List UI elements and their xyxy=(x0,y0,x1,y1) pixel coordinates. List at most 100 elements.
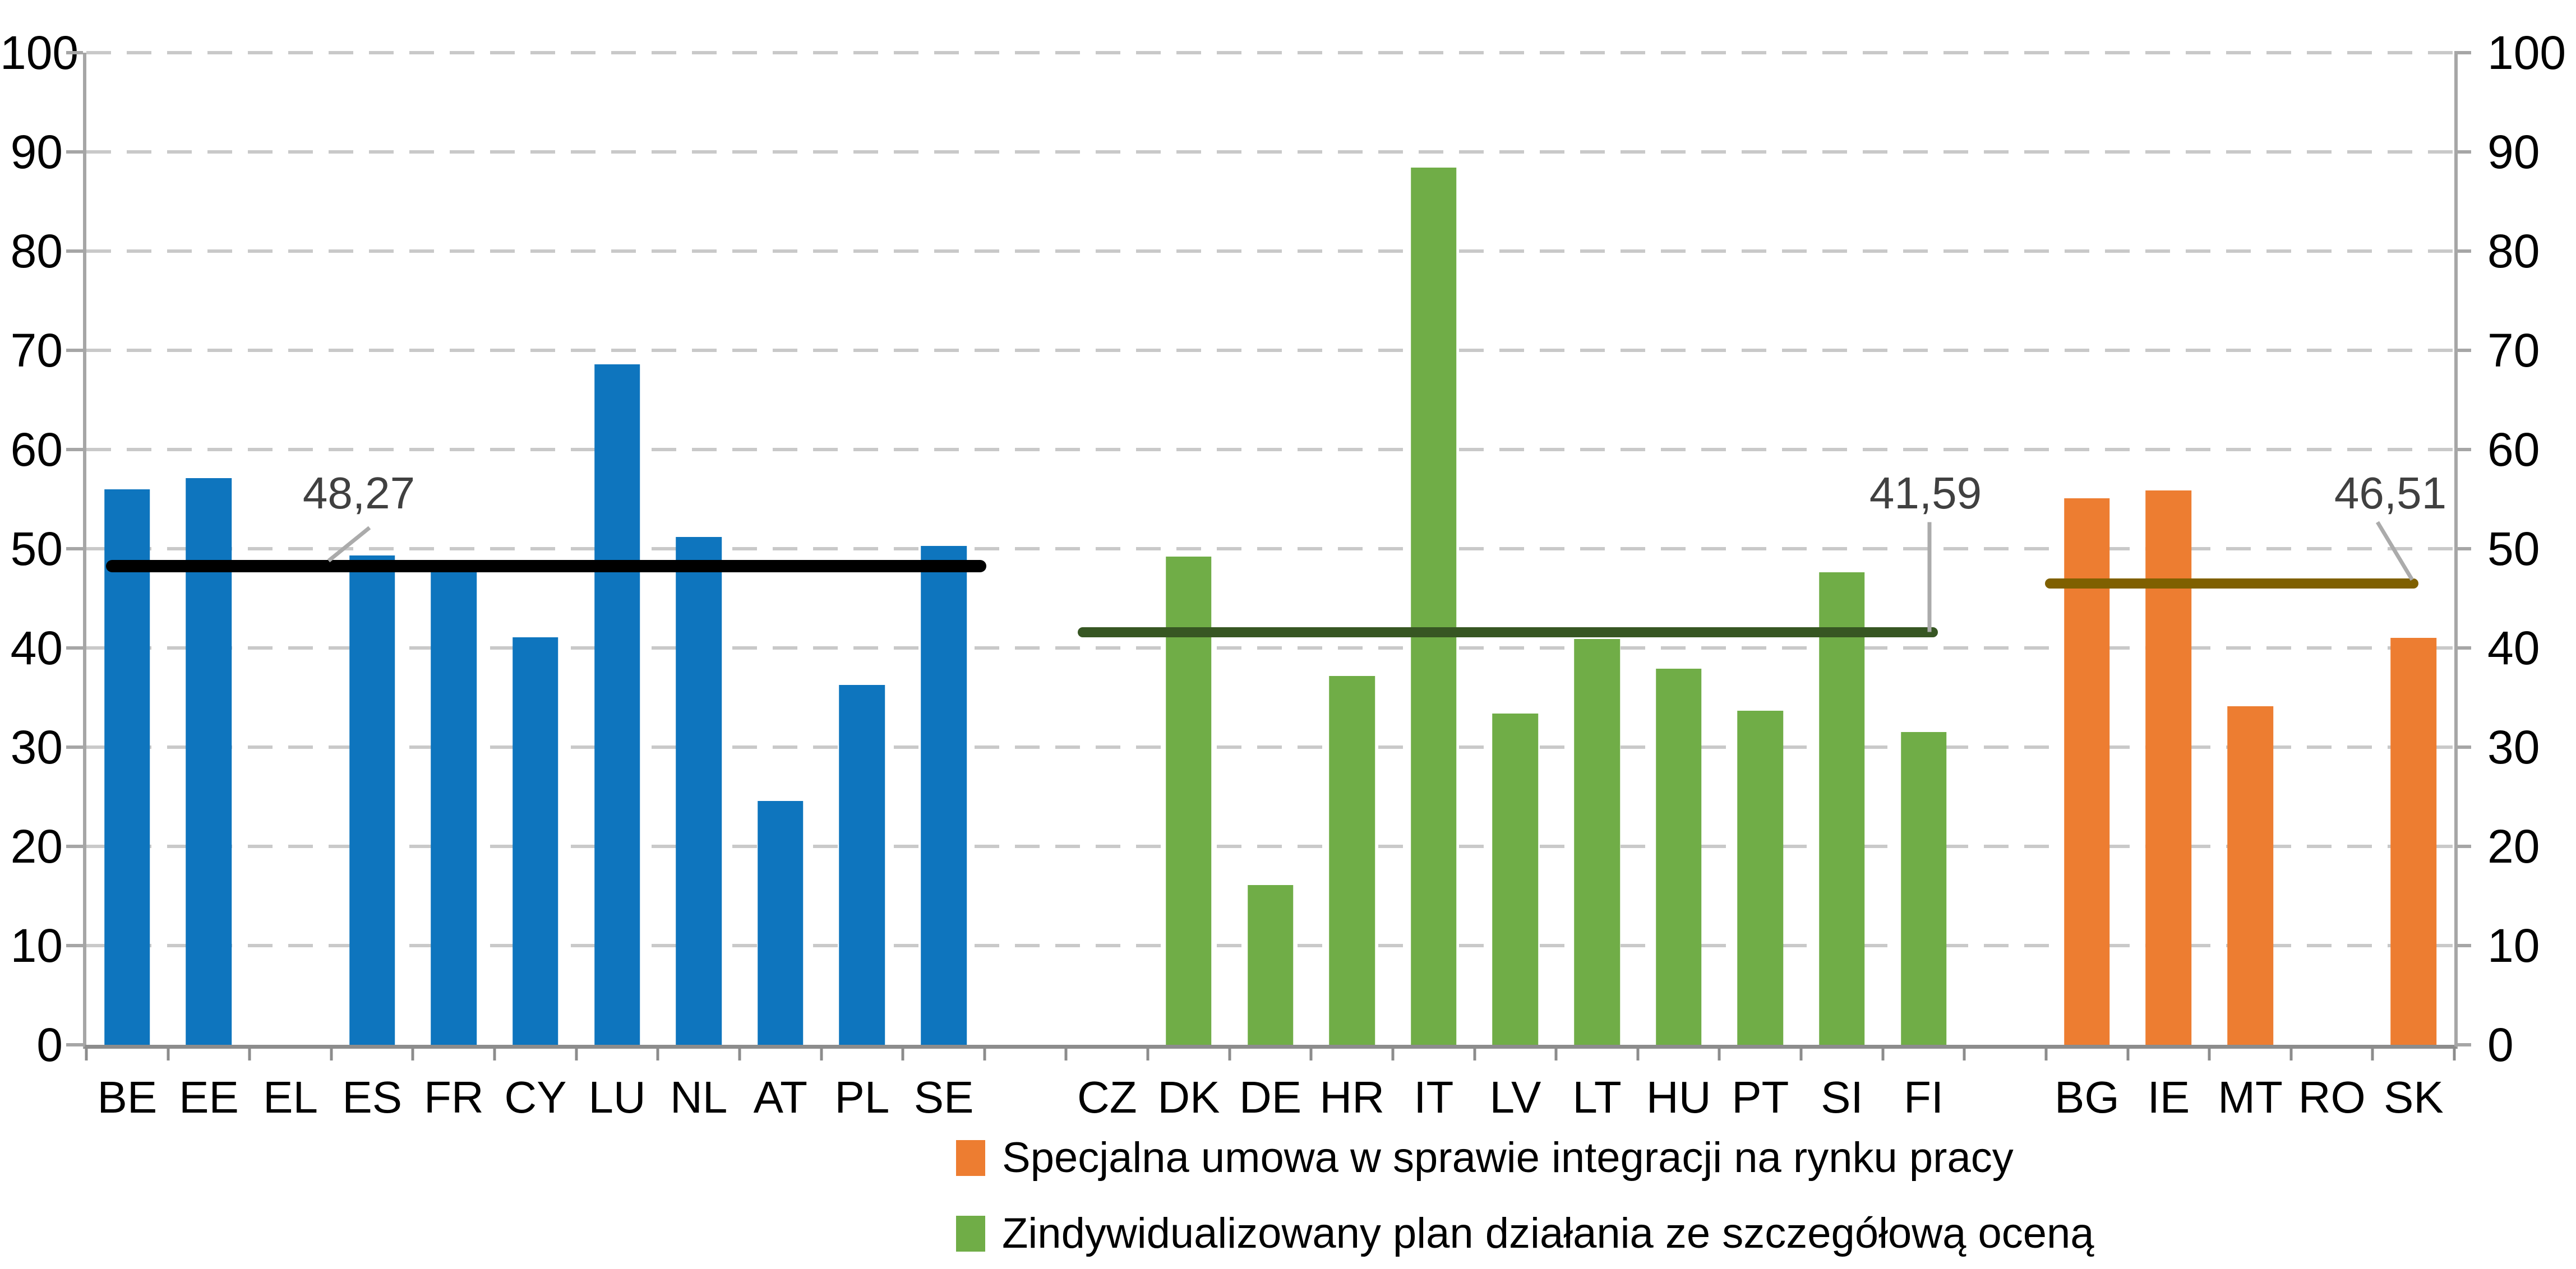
bar-MT xyxy=(2227,706,2273,1045)
gridline-70 xyxy=(86,349,2454,352)
slot-SK: SK xyxy=(2373,53,2455,1122)
x-label-MT: MT xyxy=(2218,1072,2283,1122)
x-label-CY: CY xyxy=(504,1072,567,1122)
x-label-PT: PT xyxy=(1732,1072,1789,1122)
avg-label-green-group: 41,59 xyxy=(1869,468,1982,518)
avg-label-blue-group: 48,27 xyxy=(302,468,416,518)
y-tick-left xyxy=(66,944,83,947)
bar-SE xyxy=(921,545,967,1045)
x-tick xyxy=(1554,1045,1558,1060)
y-label-left-10: 10 xyxy=(10,919,63,972)
slot-CZ: CZ xyxy=(1067,53,1148,1122)
y-tick-left xyxy=(66,349,83,352)
legend: Specjalna umowa w sprawie integracji na … xyxy=(956,1133,2094,1258)
avg-leader-line xyxy=(1927,522,1932,632)
avg-line-green-group xyxy=(1077,627,1938,637)
avg-line-orange-group xyxy=(2045,578,2418,589)
y-tick-right xyxy=(2454,51,2471,54)
x-label-DK: DK xyxy=(1157,1072,1220,1122)
x-tick xyxy=(248,1045,251,1060)
slot-EE: EE xyxy=(168,53,250,1122)
slot-SI: SI xyxy=(1801,53,1883,1122)
y-tick-left xyxy=(66,249,83,253)
y-tick-right xyxy=(2454,448,2471,451)
y-tick-left xyxy=(66,646,83,650)
x-tick xyxy=(1881,1045,1885,1060)
y-label-left-30: 30 xyxy=(10,721,63,774)
bar-AT xyxy=(758,800,804,1045)
x-tick xyxy=(575,1045,578,1060)
x-tick xyxy=(167,1045,170,1060)
y-label-left-20: 20 xyxy=(10,820,63,873)
gridline-100 xyxy=(86,51,2454,54)
x-tick xyxy=(411,1045,414,1060)
slot-RO: RO xyxy=(2291,53,2373,1122)
y-label-right-50: 50 xyxy=(2487,522,2540,575)
x-label-AT: AT xyxy=(753,1072,807,1122)
y-label-left-70: 70 xyxy=(10,324,63,377)
bar-BE xyxy=(104,489,150,1045)
bar-LT xyxy=(1574,639,1620,1045)
y-tick-left xyxy=(66,448,83,451)
x-tick xyxy=(1391,1045,1395,1060)
x-tick xyxy=(1963,1045,1966,1060)
y-label-right-30: 30 xyxy=(2487,721,2540,774)
bar-DE xyxy=(1247,885,1294,1045)
slot-BG: BG xyxy=(2046,53,2128,1122)
legend-label-1: Zindywidualizowany plan działania ze szc… xyxy=(1002,1210,2094,1258)
y-tick-right xyxy=(2454,249,2471,253)
x-label-BG: BG xyxy=(2055,1072,2120,1122)
gridline-60 xyxy=(86,448,2454,451)
y-tick-right xyxy=(2454,845,2471,848)
x-label-EL: EL xyxy=(263,1072,318,1122)
bar-EE xyxy=(186,478,232,1045)
bar-IE xyxy=(2145,490,2192,1045)
x-tick xyxy=(1473,1045,1476,1060)
slot-CY: CY xyxy=(495,53,576,1122)
y-tick-right xyxy=(2454,944,2471,947)
y-label-left-40: 40 xyxy=(10,622,63,674)
plot-area: BE EE EL ES FR CY LU NL AT PL SE CZ DK DE HR IT LV LT HU PT… xyxy=(83,51,2458,1122)
y-tick-left xyxy=(66,1043,83,1046)
slot-PL: PL xyxy=(821,53,903,1122)
y-label-right-80: 80 xyxy=(2487,225,2540,277)
y-tick-right xyxy=(2454,349,2471,352)
bar-BG xyxy=(2064,498,2110,1045)
bar-FR xyxy=(431,562,477,1045)
bar-SI xyxy=(1819,572,1865,1045)
y-tick-right xyxy=(2454,547,2471,550)
bar-NL xyxy=(676,536,722,1045)
x-label-FI: FI xyxy=(1904,1072,1944,1122)
bar-SK xyxy=(2390,638,2437,1045)
x-label-IT: IT xyxy=(1414,1072,1454,1122)
x-tick xyxy=(1146,1045,1149,1060)
x-tick xyxy=(493,1045,496,1060)
gridline-30 xyxy=(86,745,2454,749)
bar-ES xyxy=(349,555,395,1045)
y-tick-right xyxy=(2454,646,2471,650)
slot-spacer-0 xyxy=(985,53,1067,1045)
y-tick-right xyxy=(2454,150,2471,154)
slot-BE: BE xyxy=(86,53,168,1122)
gridline-40 xyxy=(86,646,2454,650)
legend-item-0: Specjalna umowa w sprawie integracji na … xyxy=(956,1133,2094,1182)
y-tick-left xyxy=(66,745,83,749)
y-tick-left xyxy=(66,51,83,54)
x-label-HR: HR xyxy=(1319,1072,1384,1122)
x-label-SE: SE xyxy=(913,1072,974,1122)
bar-DK xyxy=(1166,557,1212,1045)
y-tick-right xyxy=(2454,1043,2471,1046)
bar-FI xyxy=(1900,732,1947,1045)
gridline-20 xyxy=(86,845,2454,848)
slot-DE: DE xyxy=(1230,53,1312,1122)
legend-item-1: Zindywidualizowany plan działania ze szc… xyxy=(956,1209,2094,1258)
y-tick-left xyxy=(66,150,83,154)
x-tick xyxy=(1064,1045,1068,1060)
x-label-SI: SI xyxy=(1821,1072,1863,1122)
y-label-left-90: 90 xyxy=(10,126,63,178)
y-label-left-100: 100 xyxy=(0,26,79,79)
y-tick-right xyxy=(2454,745,2471,749)
x-label-HU: HU xyxy=(1646,1072,1711,1122)
y-label-right-0: 0 xyxy=(2487,1018,2514,1071)
